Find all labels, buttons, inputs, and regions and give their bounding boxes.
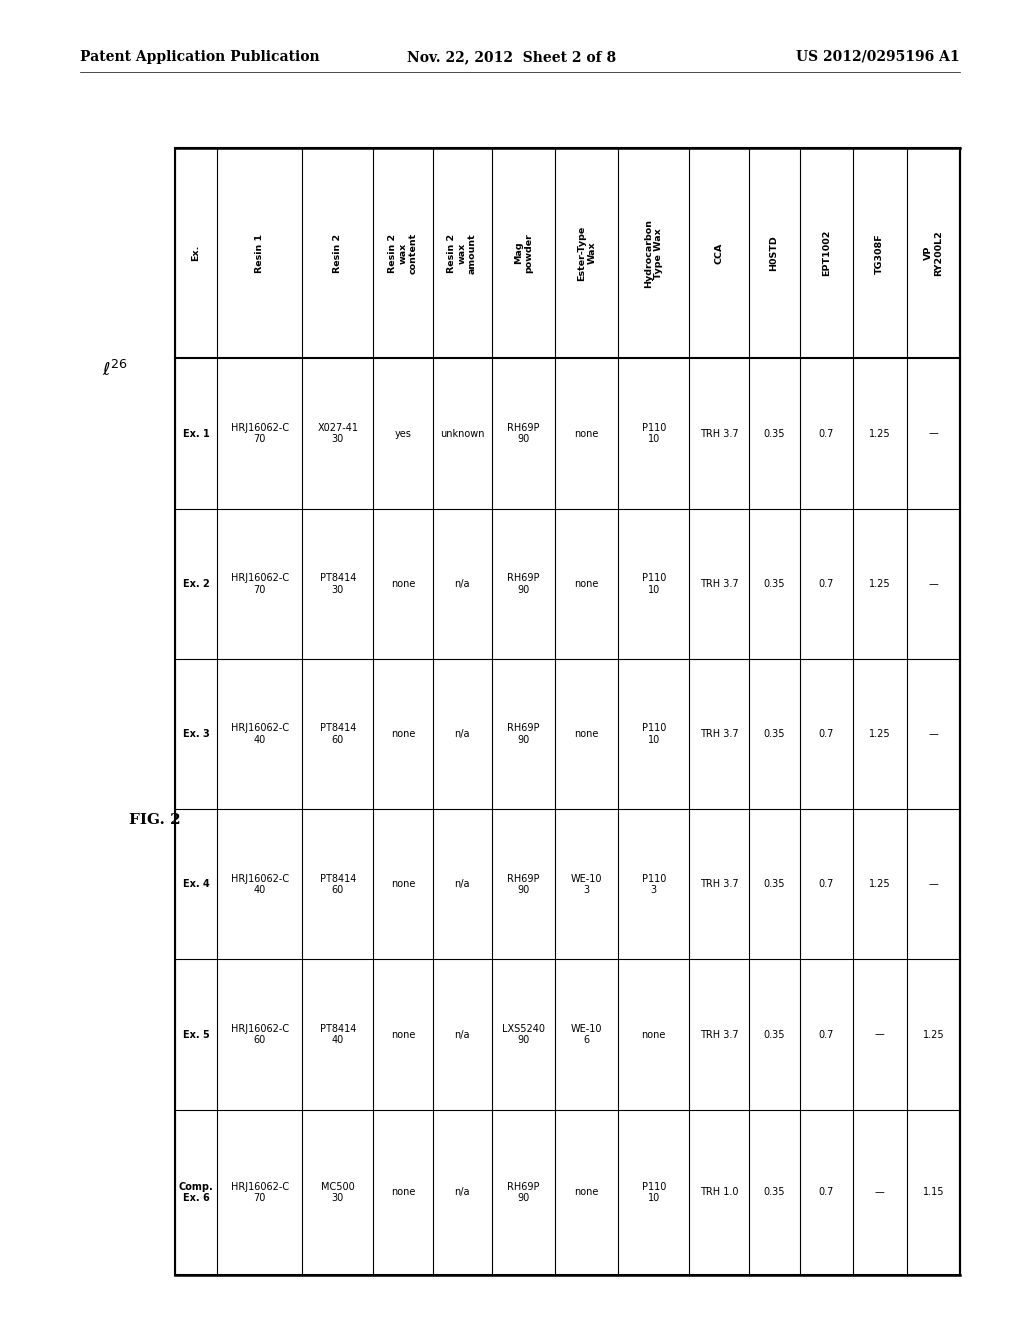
Text: P110
10: P110 10 — [642, 1181, 666, 1203]
Text: 1.25: 1.25 — [869, 578, 891, 589]
Text: TRH 3.7: TRH 3.7 — [699, 879, 738, 890]
Text: Ex.: Ex. — [191, 246, 201, 261]
Text: WE-10
6: WE-10 6 — [570, 1024, 602, 1045]
Bar — [175, 148, 961, 1275]
Text: yes: yes — [394, 429, 412, 438]
Text: —: — — [874, 1188, 885, 1197]
Text: PT8414
30: PT8414 30 — [319, 573, 356, 594]
Text: 0.7: 0.7 — [818, 1030, 834, 1040]
Text: CCA: CCA — [715, 243, 724, 264]
Text: 0.35: 0.35 — [763, 879, 784, 890]
Text: —: — — [929, 578, 938, 589]
Text: PT8414
60: PT8414 60 — [319, 723, 356, 744]
Text: HRJ16062-C
40: HRJ16062-C 40 — [230, 723, 289, 744]
Text: Hydrocarbon
Type Wax: Hydrocarbon Type Wax — [644, 219, 664, 288]
Text: EPT1002: EPT1002 — [822, 230, 830, 276]
Text: US 2012/0295196 A1: US 2012/0295196 A1 — [797, 50, 961, 63]
Text: Nov. 22, 2012  Sheet 2 of 8: Nov. 22, 2012 Sheet 2 of 8 — [408, 50, 616, 63]
Text: HRJ16062-C
60: HRJ16062-C 60 — [230, 1024, 289, 1045]
Text: n/a: n/a — [455, 879, 470, 890]
Text: Comp.
Ex. 6: Comp. Ex. 6 — [178, 1181, 213, 1203]
Text: Mag
powder: Mag powder — [514, 234, 534, 273]
Text: 1.25: 1.25 — [869, 729, 891, 739]
Text: H0STD: H0STD — [770, 235, 778, 271]
Text: Ex. 2: Ex. 2 — [182, 578, 210, 589]
Text: 1.25: 1.25 — [923, 1030, 944, 1040]
Text: Ex. 1: Ex. 1 — [182, 429, 210, 438]
Text: none: none — [574, 729, 599, 739]
Text: 0.35: 0.35 — [763, 729, 784, 739]
Text: $\ell^{26}$: $\ell^{26}$ — [102, 360, 128, 380]
Text: Resin 2
wax
amount: Resin 2 wax amount — [447, 232, 477, 273]
Text: Resin 2
wax
content: Resin 2 wax content — [388, 232, 418, 273]
Text: n/a: n/a — [455, 1030, 470, 1040]
Text: 0.35: 0.35 — [763, 578, 784, 589]
Text: n/a: n/a — [455, 729, 470, 739]
Text: P110
3: P110 3 — [642, 874, 666, 895]
Text: MC500
30: MC500 30 — [321, 1181, 354, 1203]
Text: Ex. 3: Ex. 3 — [182, 729, 210, 739]
Text: —: — — [929, 879, 938, 890]
Text: 0.35: 0.35 — [763, 1030, 784, 1040]
Text: Ex. 5: Ex. 5 — [182, 1030, 210, 1040]
Text: unknown: unknown — [440, 429, 484, 438]
Text: —: — — [929, 429, 938, 438]
Text: WE-10
3: WE-10 3 — [570, 874, 602, 895]
Text: none: none — [574, 429, 599, 438]
Text: Resin 2: Resin 2 — [334, 234, 342, 273]
Text: TRH 1.0: TRH 1.0 — [699, 1188, 738, 1197]
Text: none: none — [391, 879, 416, 890]
Text: Ester-Type
Wax: Ester-Type Wax — [577, 226, 596, 281]
Text: RH69P
90: RH69P 90 — [507, 422, 540, 445]
Text: 0.7: 0.7 — [818, 729, 834, 739]
Text: LXS5240
90: LXS5240 90 — [502, 1024, 545, 1045]
Text: RH69P
90: RH69P 90 — [507, 723, 540, 744]
Text: —: — — [874, 1030, 885, 1040]
Text: P110
10: P110 10 — [642, 723, 666, 744]
Text: none: none — [574, 578, 599, 589]
Text: PT8414
60: PT8414 60 — [319, 874, 356, 895]
Text: 0.35: 0.35 — [763, 429, 784, 438]
Text: none: none — [574, 1188, 599, 1197]
Text: 0.7: 0.7 — [818, 578, 834, 589]
Text: TG308F: TG308F — [876, 232, 885, 273]
Text: TRH 3.7: TRH 3.7 — [699, 729, 738, 739]
Text: P110
10: P110 10 — [642, 573, 666, 594]
Text: RH69P
90: RH69P 90 — [507, 1181, 540, 1203]
Text: FIG. 2: FIG. 2 — [129, 813, 181, 828]
Text: none: none — [391, 1030, 416, 1040]
Text: 1.15: 1.15 — [923, 1188, 944, 1197]
Text: HRJ16062-C
70: HRJ16062-C 70 — [230, 1181, 289, 1203]
Text: Resin 1: Resin 1 — [255, 234, 264, 273]
Text: Patent Application Publication: Patent Application Publication — [80, 50, 319, 63]
Text: VP
RY200L2: VP RY200L2 — [924, 230, 943, 276]
Text: TRH 3.7: TRH 3.7 — [699, 429, 738, 438]
Text: X027-41
30: X027-41 30 — [317, 422, 358, 445]
Text: P110
10: P110 10 — [642, 422, 666, 445]
Text: HRJ16062-C
70: HRJ16062-C 70 — [230, 573, 289, 594]
Text: n/a: n/a — [455, 578, 470, 589]
Text: TRH 3.7: TRH 3.7 — [699, 1030, 738, 1040]
Text: 0.7: 0.7 — [818, 879, 834, 890]
Text: none: none — [391, 1188, 416, 1197]
Text: TRH 3.7: TRH 3.7 — [699, 578, 738, 589]
Text: 0.7: 0.7 — [818, 429, 834, 438]
Text: none: none — [642, 1030, 666, 1040]
Text: 0.35: 0.35 — [763, 1188, 784, 1197]
Text: 1.25: 1.25 — [869, 879, 891, 890]
Text: RH69P
90: RH69P 90 — [507, 573, 540, 594]
Text: HRJ16062-C
70: HRJ16062-C 70 — [230, 422, 289, 445]
Text: RH69P
90: RH69P 90 — [507, 874, 540, 895]
Text: Ex. 4: Ex. 4 — [182, 879, 210, 890]
Text: 1.25: 1.25 — [869, 429, 891, 438]
Text: PT8414
40: PT8414 40 — [319, 1024, 356, 1045]
Text: none: none — [391, 729, 416, 739]
Text: HRJ16062-C
40: HRJ16062-C 40 — [230, 874, 289, 895]
Text: —: — — [929, 729, 938, 739]
Text: 0.7: 0.7 — [818, 1188, 834, 1197]
Text: none: none — [391, 578, 416, 589]
Text: n/a: n/a — [455, 1188, 470, 1197]
